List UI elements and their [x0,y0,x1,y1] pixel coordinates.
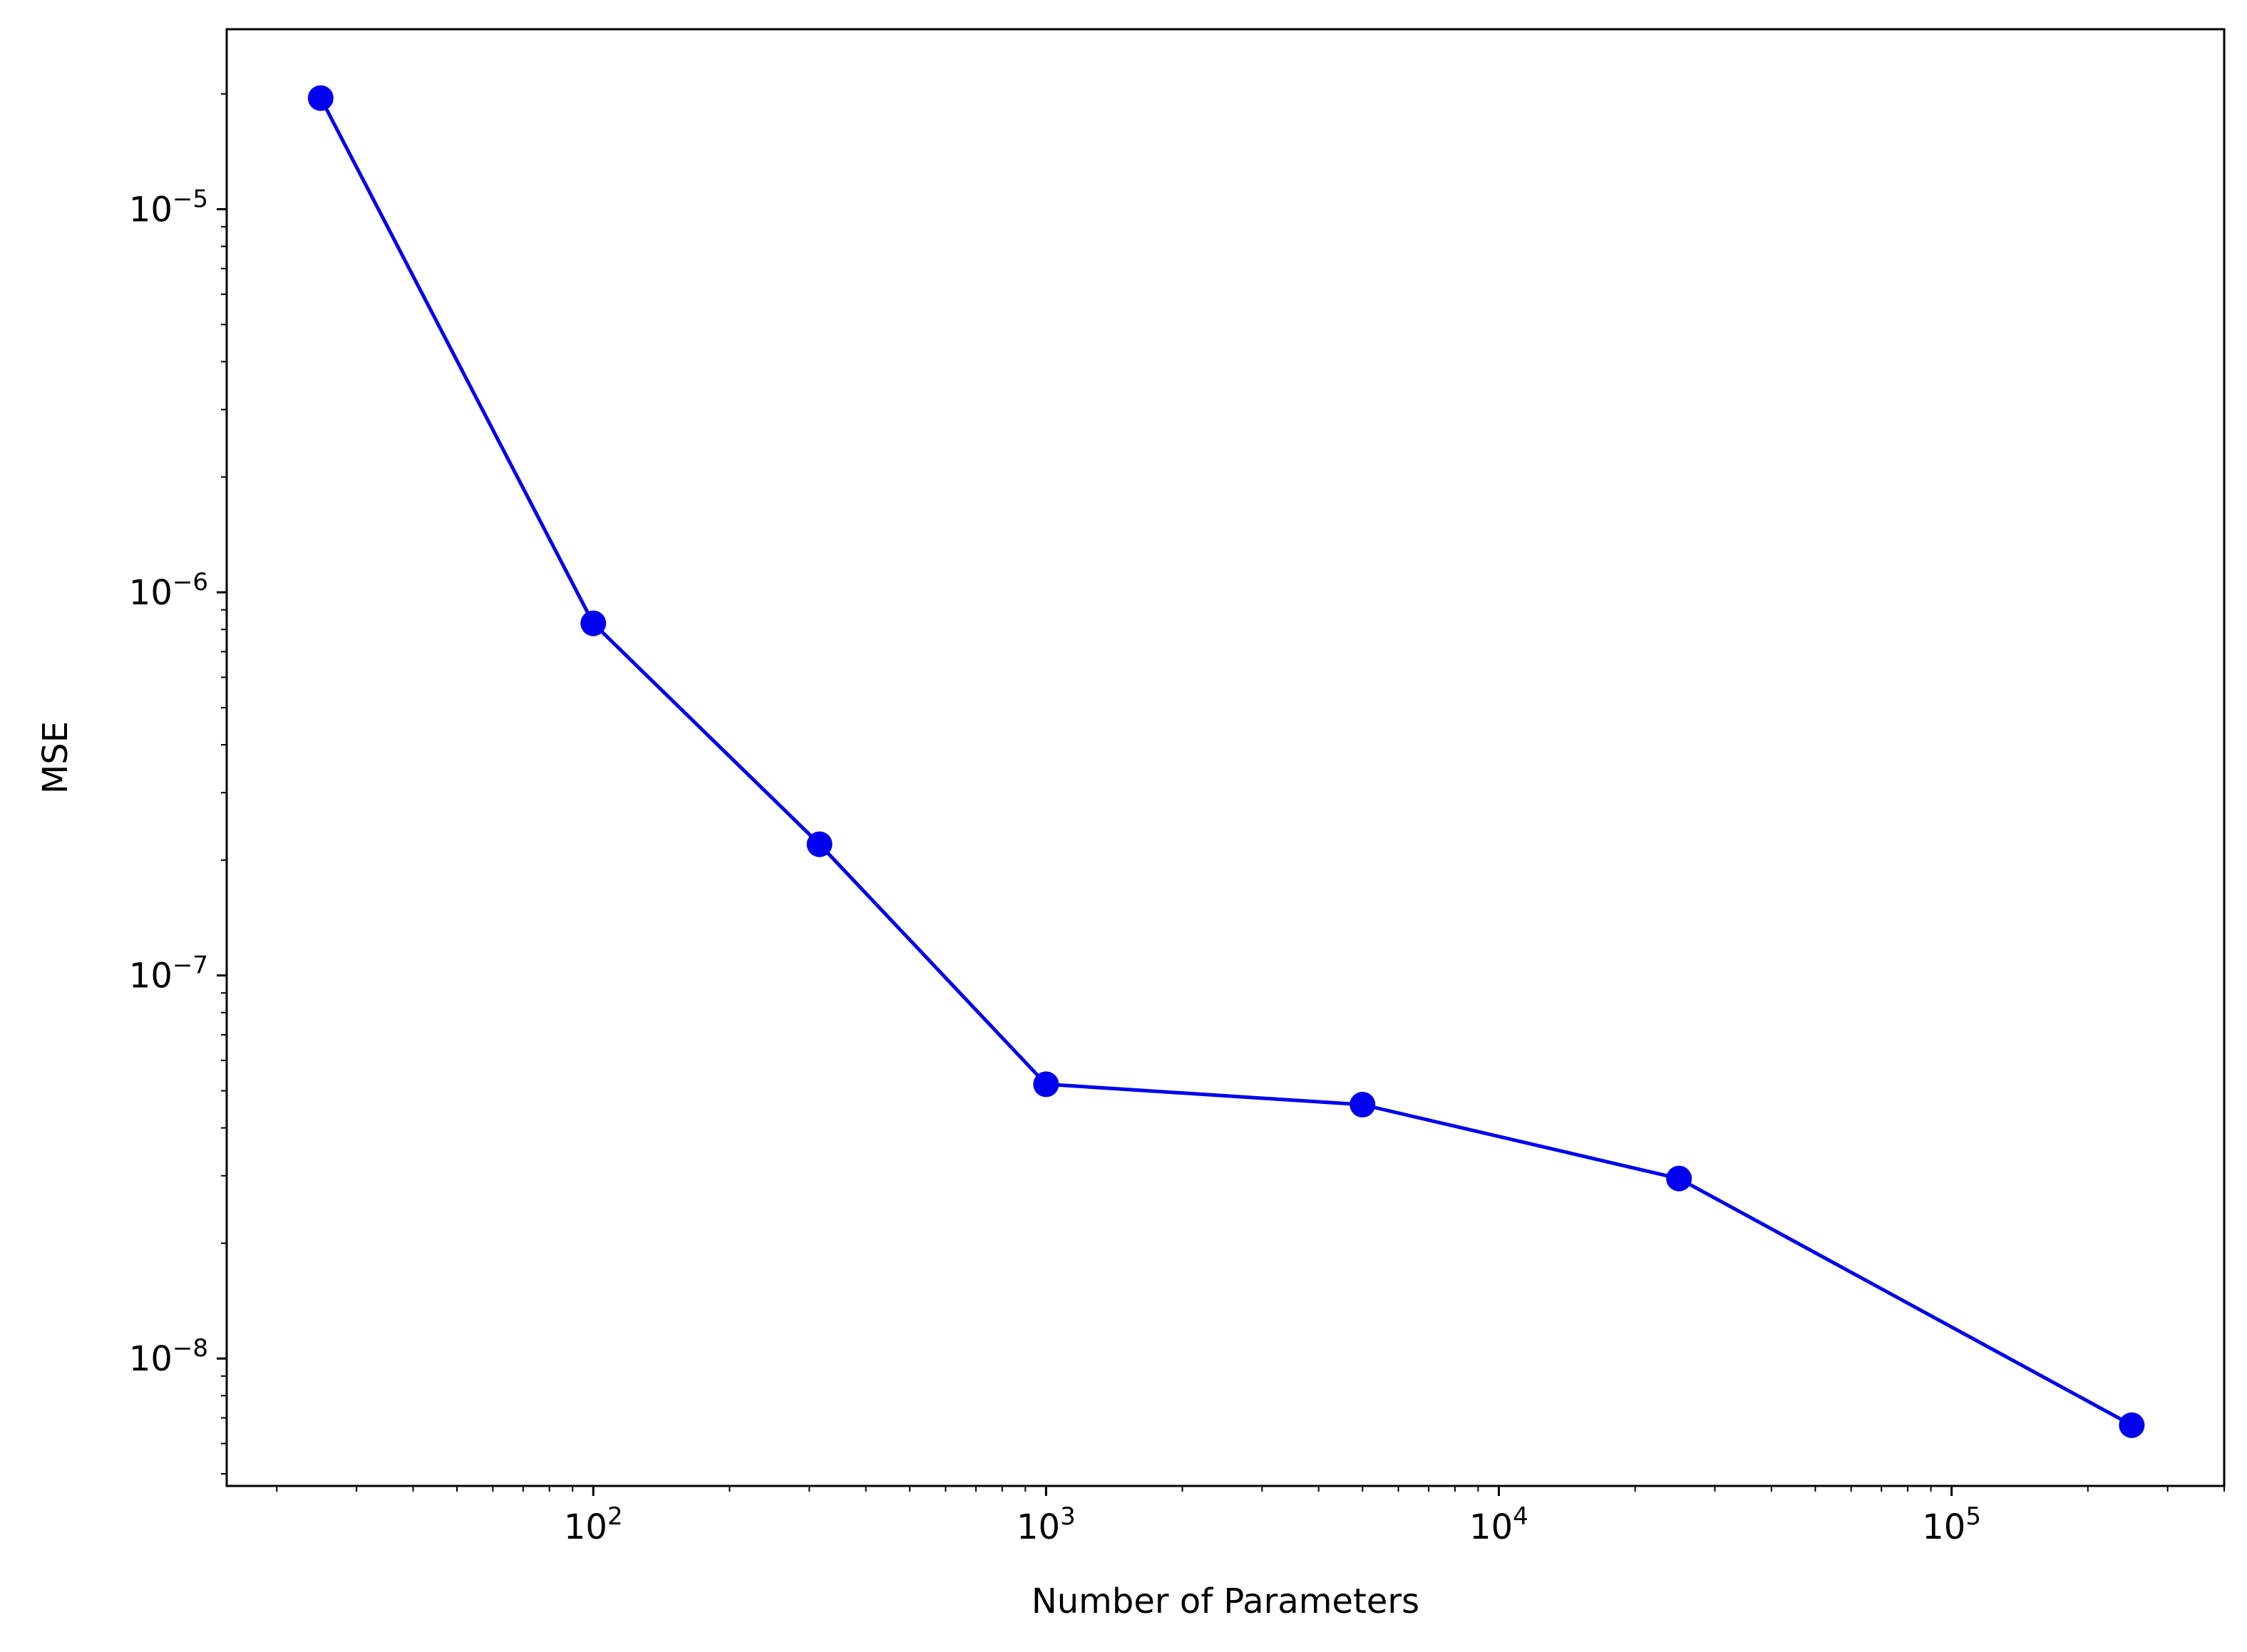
y-tick-label: 10−5 [129,185,208,230]
y-tick-label: 10−7 [129,951,208,996]
y-tick-exponent: −8 [173,1334,208,1363]
y-tick-exponent: −6 [173,568,208,597]
x-tick-exponent: 3 [1060,1502,1076,1531]
x-tick-label: 102 [564,1502,623,1547]
x-tick-exponent: 5 [1965,1502,1981,1531]
x-tick-exponent: 2 [607,1502,623,1531]
x-axis-label: Number of Parameters [1032,1581,1419,1621]
y-tick-label: 10−8 [129,1334,208,1379]
y-tick-base: 10 [129,573,173,613]
data-point [806,831,833,857]
y-tick-exponent: −7 [173,951,208,980]
data-point [1033,1071,1059,1098]
y-tick-exponent: −5 [173,185,208,214]
x-tick-label: 103 [1017,1502,1076,1547]
y-tick-base: 10 [129,956,173,996]
data-point [1349,1091,1376,1117]
y-tick-base: 10 [129,1339,173,1379]
data-point [1666,1165,1692,1192]
x-tick-base: 10 [1017,1507,1060,1547]
data-point [307,85,334,111]
data-point [2119,1412,2145,1438]
x-tick-label: 104 [1469,1502,1528,1547]
plot-frame [225,28,2226,1487]
data-point [580,610,607,636]
x-tick-base: 10 [564,1507,607,1547]
series-layer [307,85,2145,1438]
y-tick-base: 10 [129,190,173,230]
y-axis-label: MSE [36,721,76,794]
x-tick-label: 105 [1922,1502,1981,1547]
x-tick-base: 10 [1469,1507,1513,1547]
x-tick-exponent: 4 [1513,1502,1528,1531]
y-tick-label: 10−6 [129,568,208,613]
x-tick-base: 10 [1922,1507,1965,1547]
